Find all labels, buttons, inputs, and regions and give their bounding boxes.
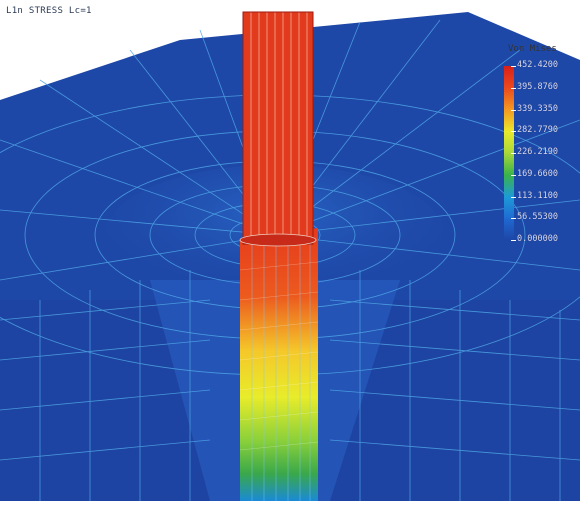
legend-tick [511,196,516,198]
legend-label: 226.2190 [517,147,558,157]
legend-tick [511,174,516,176]
legend-tick [511,131,516,133]
legend-tick [511,109,516,111]
legend-tick [511,240,516,241]
legend-segment [504,87,514,110]
legend-segment [504,66,514,89]
legend-segment [504,174,514,197]
color-legend: Von Mises 452.4200 395.8760 339.3350 282.77… [500,44,580,264]
legend-label: 56.55300 [517,212,558,223]
legend-colorbar [504,66,514,241]
legend-label: 169.6600 [517,168,558,179]
legend-label: 113.1100 [517,190,558,201]
legend-segment [504,218,514,241]
legend-segment [504,153,514,176]
legend-segment [504,196,514,219]
legend-label: 452.4200 [517,60,558,70]
legend-label: 339.3350 [517,103,558,114]
plot-title: L1n STRESS Lc=1 [6,6,92,16]
legend-tick [511,87,516,89]
legend-label: 0.000000 [517,234,558,244]
legend-tick [511,218,516,220]
embedded-bar [240,228,318,501]
legend-tick [511,153,516,154]
legend-label: 395.8760 [517,81,558,92]
steel-bar [243,12,313,244]
legend-segment [504,109,514,132]
legend-label: 282.7790 [517,125,558,136]
legend-tick [511,66,516,67]
legend-segment [504,131,514,154]
legend-title: Von Mises [508,44,557,54]
